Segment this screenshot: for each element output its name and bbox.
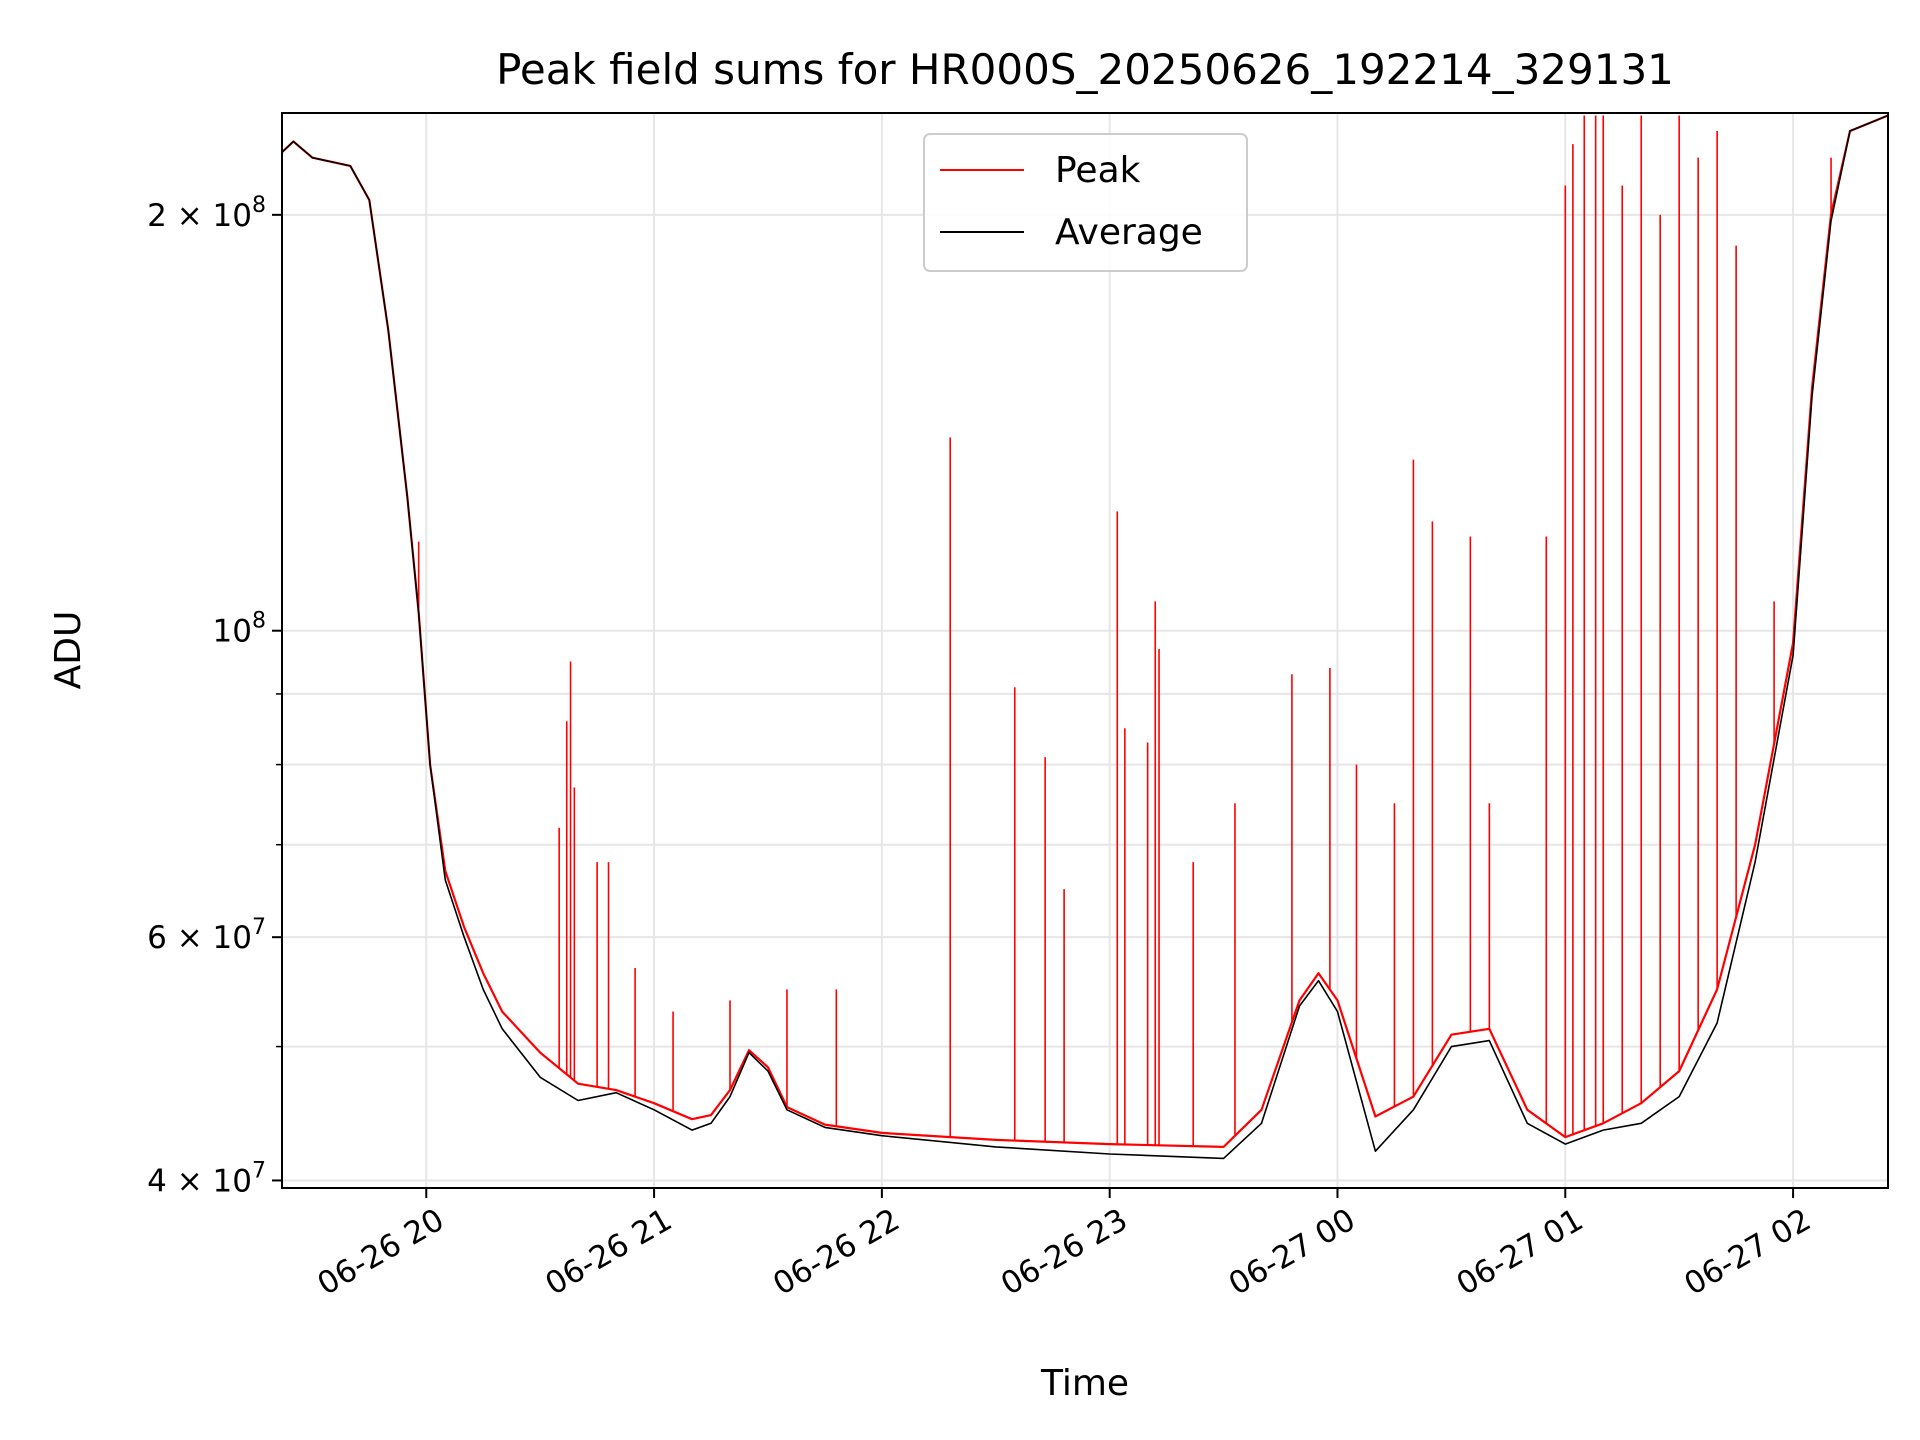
- series-average: [281, 114, 1889, 1160]
- y-tick-label-base: 2 × 10: [147, 198, 252, 234]
- y-tick-label: 4 × 107: [147, 1158, 266, 1199]
- legend-label-peak: Peak: [1055, 150, 1141, 191]
- y-axis-label: ADU: [48, 611, 89, 690]
- chart-title: Peak field sums for HR000S_20250626_1922…: [496, 45, 1674, 94]
- y-tick-label-exponent: 8: [252, 193, 266, 218]
- y-tick-label-exponent: 7: [252, 915, 266, 940]
- plot-frame: [281, 112, 1889, 1189]
- legend: Peak Average: [923, 133, 1248, 272]
- y-tick-label: 6 × 107: [147, 915, 266, 956]
- x-axis-label: Time: [1040, 1363, 1129, 1404]
- y-tick-label-exponent: 8: [252, 609, 266, 634]
- y-tick-label-base: 4 × 10: [147, 1163, 252, 1199]
- y-tick-label: 108: [213, 609, 266, 650]
- y-tick-label-exponent: 7: [252, 1158, 266, 1183]
- y-tick-label-base: 6 × 10: [147, 920, 252, 956]
- y-tick-label: 2 × 108: [147, 193, 266, 234]
- legend-box: [923, 133, 1248, 272]
- y-tick-label-base: 10: [213, 614, 252, 650]
- series-layer: [281, 114, 1889, 1160]
- legend-label-average: Average: [1055, 212, 1203, 253]
- series-line-average: [281, 114, 1889, 1160]
